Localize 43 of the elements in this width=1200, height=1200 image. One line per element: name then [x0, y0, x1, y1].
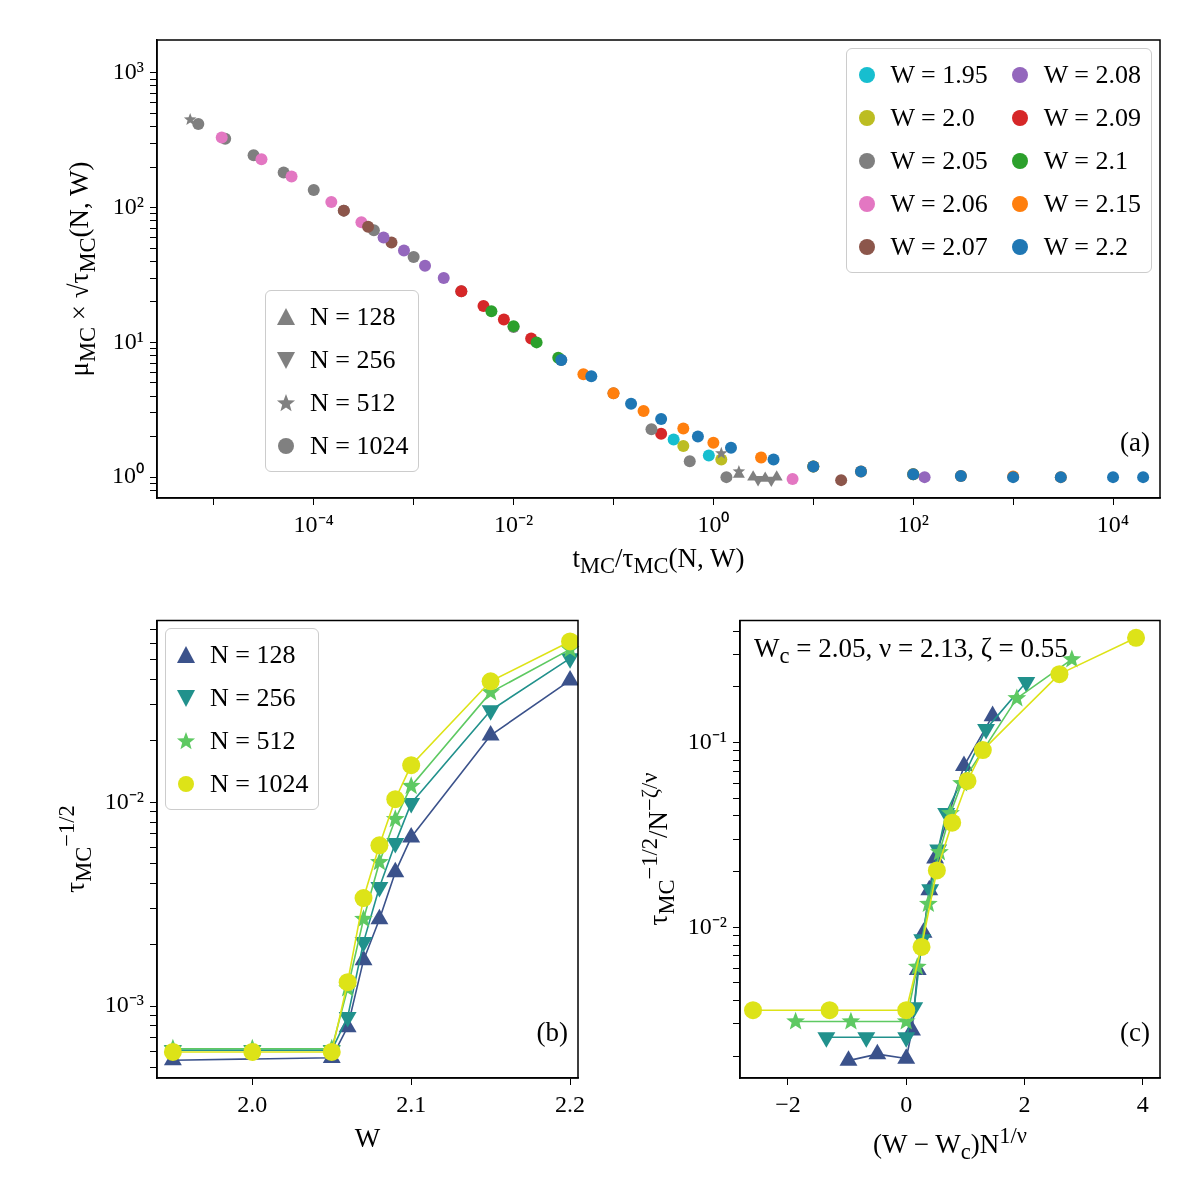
legend-label: N = 256	[210, 682, 296, 713]
y-tick-label: 10⁻²	[104, 787, 144, 814]
x-tick-label: 2.0	[237, 1090, 268, 1117]
annotation: (c)	[1120, 1017, 1150, 1048]
y-tick-label: 10²	[112, 192, 144, 219]
x-tick-label: 2.1	[396, 1090, 427, 1117]
annotation: (a)	[1120, 427, 1150, 458]
legend-label: N = 128	[310, 301, 396, 332]
y-tick-label: 10⁰	[112, 462, 144, 489]
y-tick-label: 10¹	[112, 327, 144, 354]
legend-label: N = 1024	[310, 430, 409, 461]
legend-label: N = 512	[210, 725, 296, 756]
legend-label: N = 256	[310, 344, 396, 375]
legend-label: W = 2.15	[1043, 188, 1141, 219]
x-tick-label: 10⁻⁴	[293, 510, 334, 537]
legend-label: W = 2.1	[1043, 145, 1128, 176]
legend-label: W = 2.06	[890, 188, 988, 219]
x-tick-label: 10⁴	[1096, 510, 1130, 537]
y-tick-label: 10³	[112, 58, 144, 85]
legend-label: W = 2.08	[1043, 59, 1141, 90]
legend-label: N = 1024	[210, 768, 309, 799]
x-tick-label: 2	[1018, 1090, 1031, 1117]
legend-label: N = 128	[210, 639, 296, 670]
legend-label: N = 512	[310, 387, 396, 418]
legend-label: W = 1.95	[890, 59, 988, 90]
annotation: (b)	[536, 1017, 568, 1048]
legend-label: W = 2.0	[890, 102, 975, 133]
y-tick-label: 10⁻³	[104, 991, 144, 1018]
x-tick-label: 10⁻²	[493, 510, 534, 537]
x-axis-title: W	[354, 1123, 381, 1154]
legend-label: W = 2.07	[890, 231, 988, 262]
legend-label: W = 2.05	[890, 145, 988, 176]
x-tick-label: 4	[1136, 1090, 1149, 1117]
x-tick-label: 2.2	[555, 1090, 586, 1117]
x-tick-label: −2	[775, 1090, 801, 1117]
x-axis-title: (W − W$_{c}$)N$^{1/ν}$	[873, 1123, 1027, 1166]
y-tick-label: 10⁻¹	[687, 727, 727, 754]
annotation: W$_{c}$ = 2.05, ν = 2.13, ζ = 0.55	[754, 633, 1068, 670]
legend-label: W = 2.2	[1043, 231, 1128, 262]
legend-label: W = 2.09	[1043, 102, 1141, 133]
x-tick-label: 0	[900, 1090, 913, 1117]
x-axis-title: t$_{MC}$/τ$_{MC}$(N, W)	[572, 543, 745, 580]
x-tick-label: 10²	[897, 510, 929, 537]
